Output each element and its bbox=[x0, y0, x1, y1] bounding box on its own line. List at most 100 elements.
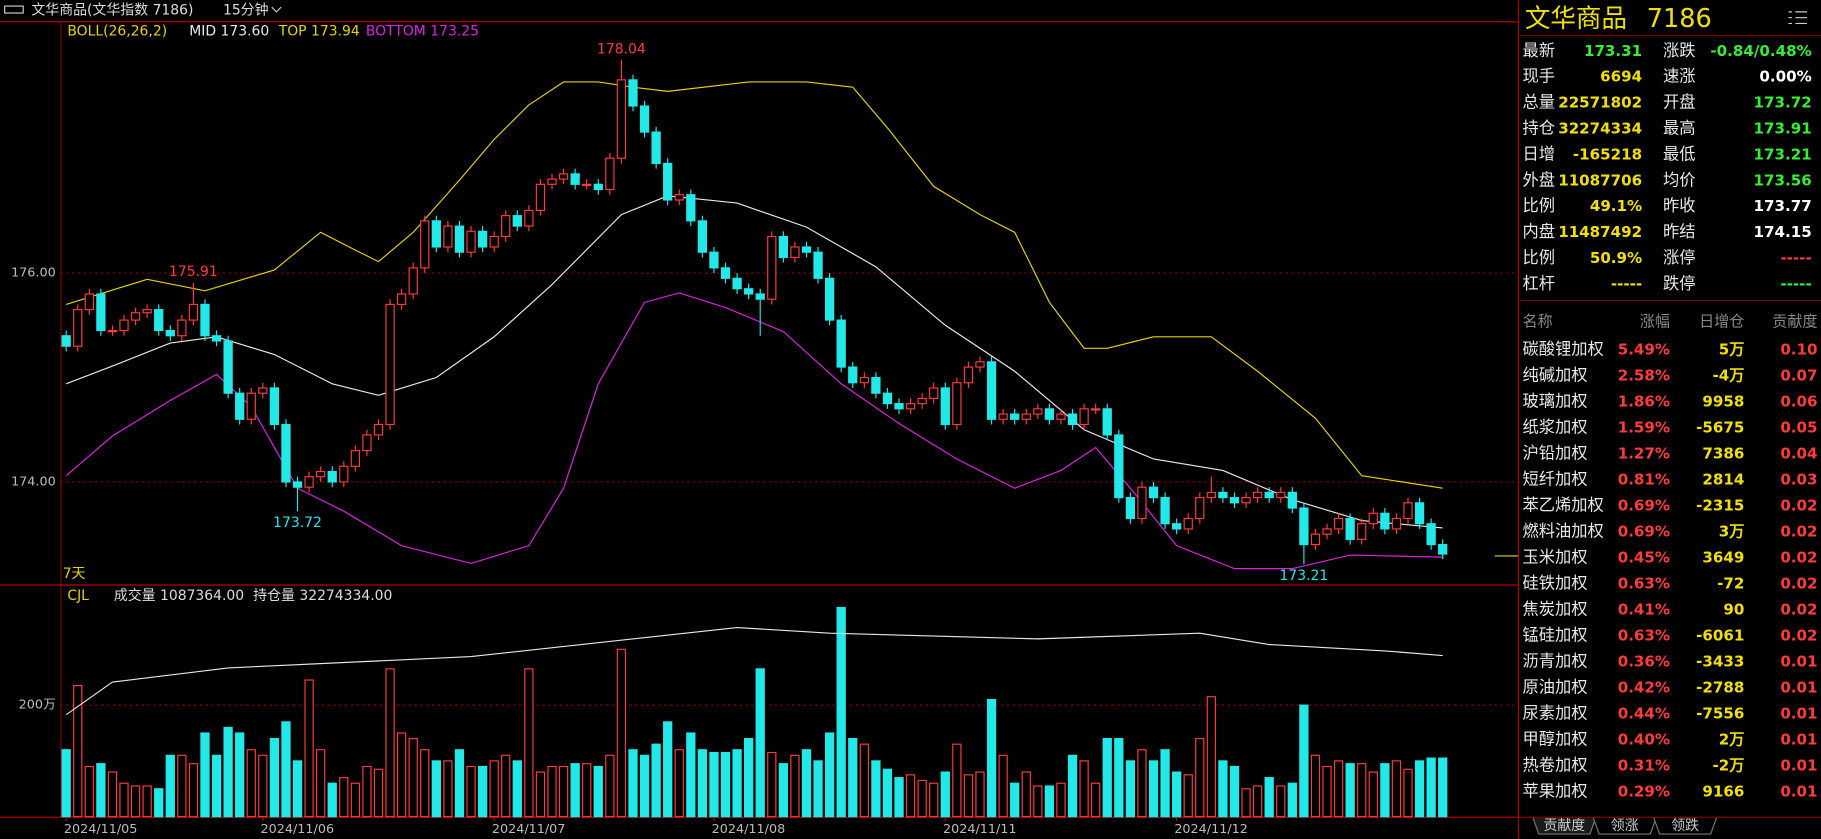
candle-body bbox=[292, 481, 303, 488]
volume-bar bbox=[130, 785, 141, 818]
volume-bar bbox=[84, 765, 94, 818]
quote-value: 173.72 bbox=[1754, 94, 1812, 112]
volume-bar bbox=[917, 779, 927, 818]
volume-bar bbox=[408, 738, 418, 818]
table-cell: 0.01 bbox=[1780, 731, 1817, 749]
candle-body bbox=[1172, 523, 1182, 530]
table-header[interactable]: 名称 bbox=[1523, 312, 1553, 330]
candle-body bbox=[1033, 408, 1043, 415]
tab-label[interactable]: 贡献度 bbox=[1543, 818, 1585, 834]
volume-bar bbox=[859, 743, 869, 818]
quote-value: ----- bbox=[1780, 249, 1811, 267]
candle-body bbox=[686, 194, 696, 222]
candle-body bbox=[605, 157, 615, 191]
table-cell: 9958 bbox=[1702, 392, 1744, 410]
table-cell: 90 bbox=[1723, 600, 1744, 618]
volume-bar bbox=[96, 763, 106, 818]
volume-bar bbox=[894, 777, 904, 818]
quote-label: 均价 bbox=[1663, 170, 1696, 189]
volume-bar bbox=[547, 765, 557, 818]
quote-label: 涨停 bbox=[1663, 248, 1696, 267]
candle-body bbox=[651, 131, 661, 165]
volume-bar bbox=[1218, 760, 1228, 818]
candle-body bbox=[778, 235, 789, 258]
volume-bar bbox=[61, 749, 71, 818]
volume-bar bbox=[1229, 765, 1240, 818]
period-selector[interactable]: 15分钟 bbox=[223, 2, 269, 19]
candle-body bbox=[1067, 413, 1078, 426]
volume-bar bbox=[235, 732, 245, 818]
y-tick-label: 174.00 bbox=[11, 474, 56, 489]
candle-body bbox=[882, 392, 893, 405]
volume-bar bbox=[535, 771, 546, 818]
volume-bar bbox=[1183, 774, 1193, 818]
volume-bar bbox=[1438, 757, 1448, 818]
volume-bar bbox=[327, 782, 337, 818]
oi-line bbox=[65, 626, 1443, 716]
table-header[interactable]: 日增仓 bbox=[1699, 312, 1744, 330]
volume-bar bbox=[1299, 704, 1309, 818]
candle-body bbox=[165, 329, 175, 337]
quote-value: 173.31 bbox=[1584, 42, 1642, 60]
volume-bar bbox=[975, 771, 985, 818]
quote-value: -165218 bbox=[1573, 145, 1642, 163]
volume-bar bbox=[188, 763, 199, 818]
candle-body bbox=[431, 220, 441, 248]
candle-body bbox=[1322, 528, 1332, 535]
indicator-bottom: BOTTOM 173.25 bbox=[366, 24, 479, 40]
table-header[interactable]: 涨幅 bbox=[1640, 312, 1670, 330]
candle-body bbox=[1310, 533, 1321, 546]
volume-bar bbox=[986, 698, 997, 818]
candle-body bbox=[362, 434, 372, 452]
volume-bar bbox=[905, 774, 916, 818]
menu-icon[interactable] bbox=[4, 5, 24, 14]
table-cell: 0.42% bbox=[1618, 679, 1670, 697]
tab-label[interactable]: 领涨 bbox=[1611, 818, 1639, 834]
volume-bar bbox=[998, 754, 1008, 818]
tab-label[interactable]: 领跌 bbox=[1671, 818, 1699, 834]
candle-body bbox=[929, 387, 939, 399]
quote-label: 比例 bbox=[1523, 196, 1556, 215]
volume-bar bbox=[1241, 788, 1251, 818]
table-name: 甲醇加权 bbox=[1523, 730, 1588, 749]
table-cell: -2315 bbox=[1696, 496, 1744, 514]
candle-body bbox=[732, 277, 742, 290]
volume-bar bbox=[1091, 782, 1101, 818]
quote-label: 最高 bbox=[1663, 119, 1696, 138]
volume-bar bbox=[1079, 760, 1089, 818]
panel-menu[interactable] bbox=[1788, 11, 1808, 25]
volume-indicator[interactable]: CJL bbox=[67, 588, 89, 604]
volume-bar bbox=[362, 765, 372, 818]
candle-body bbox=[744, 288, 754, 295]
volume-bar bbox=[1333, 760, 1344, 818]
table-cell: -72 bbox=[1717, 574, 1744, 592]
volume-bar bbox=[246, 749, 256, 818]
candle-body bbox=[339, 465, 349, 483]
candle-body bbox=[975, 361, 985, 368]
volume-bar bbox=[385, 668, 395, 818]
indicator-name[interactable]: BOLL(26,26,2) bbox=[67, 24, 167, 40]
tab-shape[interactable] bbox=[1592, 817, 1657, 835]
candle-body bbox=[674, 194, 684, 201]
candle-body bbox=[501, 215, 511, 238]
candle-body bbox=[258, 387, 268, 394]
table-cell: 3万 bbox=[1719, 522, 1745, 540]
table-name: 沪铅加权 bbox=[1523, 443, 1588, 462]
candle-body bbox=[385, 303, 395, 426]
dropdown-arrow bbox=[271, 6, 282, 13]
candle-body bbox=[408, 267, 418, 295]
volume-bar bbox=[1264, 777, 1274, 818]
table-name: 沥青加权 bbox=[1523, 651, 1588, 670]
range-label: 7天 bbox=[63, 566, 86, 582]
tab-shape[interactable] bbox=[1532, 817, 1597, 835]
volume-bar bbox=[200, 732, 210, 818]
volume-bar bbox=[697, 749, 708, 818]
x-tick-label: 2024/11/07 bbox=[492, 822, 566, 837]
candle-body bbox=[1021, 413, 1031, 420]
volume-bar bbox=[686, 732, 696, 818]
tab-shape[interactable] bbox=[1653, 817, 1718, 835]
table-header[interactable]: 贡献度 bbox=[1772, 312, 1817, 330]
quote-value: 49.1% bbox=[1590, 197, 1642, 215]
quote-value: 173.77 bbox=[1754, 197, 1812, 215]
